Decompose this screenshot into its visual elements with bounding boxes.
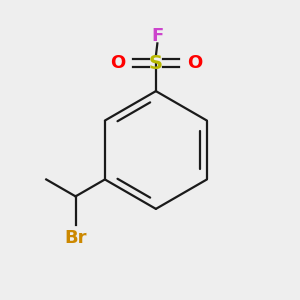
Text: S: S [149,54,163,73]
Text: F: F [151,27,164,45]
Text: O: O [187,54,202,72]
Text: Br: Br [64,229,87,247]
Text: O: O [110,54,125,72]
